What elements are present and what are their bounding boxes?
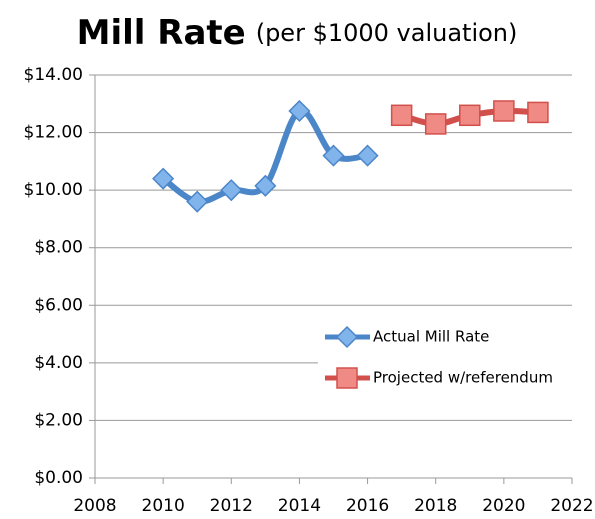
x-tick-label: 2012 — [210, 496, 253, 516]
x-tick-label: 2020 — [482, 496, 525, 516]
y-tick-label: $10.00 — [24, 180, 83, 200]
x-tick-label: 2008 — [73, 496, 116, 516]
point-marker — [493, 100, 515, 122]
legend-label: Actual Mill Rate — [373, 328, 489, 346]
x-tick-label: 2010 — [142, 496, 185, 516]
x-tick-label: 2014 — [278, 496, 321, 516]
y-tick-label: $6.00 — [34, 295, 83, 315]
chart-heading: Mill Rate (per $1000 valuation) — [77, 13, 518, 53]
point-marker — [424, 113, 447, 135]
point-marker — [527, 101, 549, 124]
point-marker — [322, 144, 345, 167]
point-marker — [288, 99, 311, 123]
point-marker — [254, 174, 277, 197]
legend-marker — [336, 367, 358, 389]
chart-subtitle: (per $1000 valuation) — [256, 19, 518, 47]
y-tick-label: $2.00 — [34, 410, 83, 430]
point-marker — [152, 167, 175, 190]
point-marker — [220, 179, 243, 202]
x-tick-label: 2022 — [550, 496, 593, 516]
legend-marker — [335, 325, 359, 349]
y-tick-label: $4.00 — [34, 353, 83, 373]
chart-title: Mill Rate — [77, 13, 246, 53]
point-marker — [390, 104, 413, 127]
point-marker — [356, 144, 379, 167]
y-tick-label: $14.00 — [24, 65, 83, 85]
x-tick-label: 2018 — [414, 496, 457, 516]
point-marker — [459, 104, 481, 127]
legend-label: Projected w/referendum — [373, 369, 553, 387]
point-marker — [186, 190, 209, 213]
y-tick-label: $12.00 — [24, 123, 83, 143]
x-tick-label: 2016 — [346, 496, 389, 516]
y-tick-label: $8.00 — [34, 238, 83, 258]
y-tick-label: $0.00 — [34, 468, 83, 488]
